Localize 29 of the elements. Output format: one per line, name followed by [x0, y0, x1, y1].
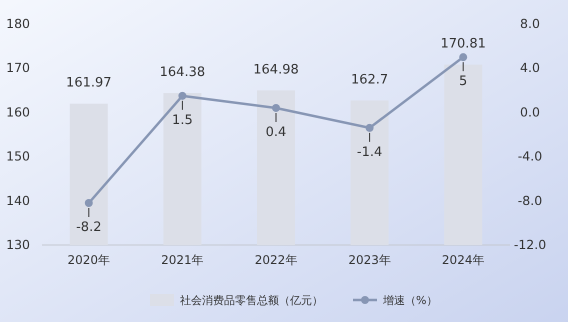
y2-tick-label: 4.0 — [520, 60, 540, 76]
x-tick-label: 2022年 — [254, 253, 298, 267]
x-tick-label: 2023年 — [348, 253, 391, 267]
y2-tick-label: -8.0 — [518, 192, 542, 208]
y-tick-label: 160 — [6, 104, 30, 120]
data-label: 162.7 — [350, 72, 388, 88]
x-tick-label: 2024年 — [442, 253, 484, 267]
data-label: -8.2 — [76, 220, 102, 236]
data-label: 161.97 — [66, 76, 112, 91]
data-label: -1.4 — [356, 144, 382, 160]
data-label: 1.5 — [172, 112, 193, 128]
data-label: 164.38 — [160, 65, 206, 80]
y-tick-label: 150 — [6, 148, 30, 164]
y-tick-label: 170 — [6, 60, 30, 76]
data-label: 5 — [459, 74, 468, 90]
legend-label: 增速（%） — [382, 294, 438, 307]
legend-label: 社会消费品零售总额（亿元） — [180, 294, 323, 307]
y2-tick-label: -4.0 — [518, 148, 542, 164]
y2-tick-label: 0.0 — [520, 104, 540, 120]
x-tick-label: 2020年 — [68, 253, 110, 267]
data-label: 0.4 — [266, 124, 286, 140]
data-label: 164.98 — [253, 62, 299, 78]
y-tick-label: 140 — [6, 192, 30, 208]
y2-tick-label: 8.0 — [520, 16, 540, 31]
y-tick-label: 130 — [6, 237, 30, 252]
x-tick-label: 2021年 — [161, 253, 204, 267]
data-label: 170.81 — [440, 36, 486, 52]
y2-tick-label: -12.0 — [514, 237, 546, 252]
y-tick-label: 180 — [6, 16, 30, 31]
